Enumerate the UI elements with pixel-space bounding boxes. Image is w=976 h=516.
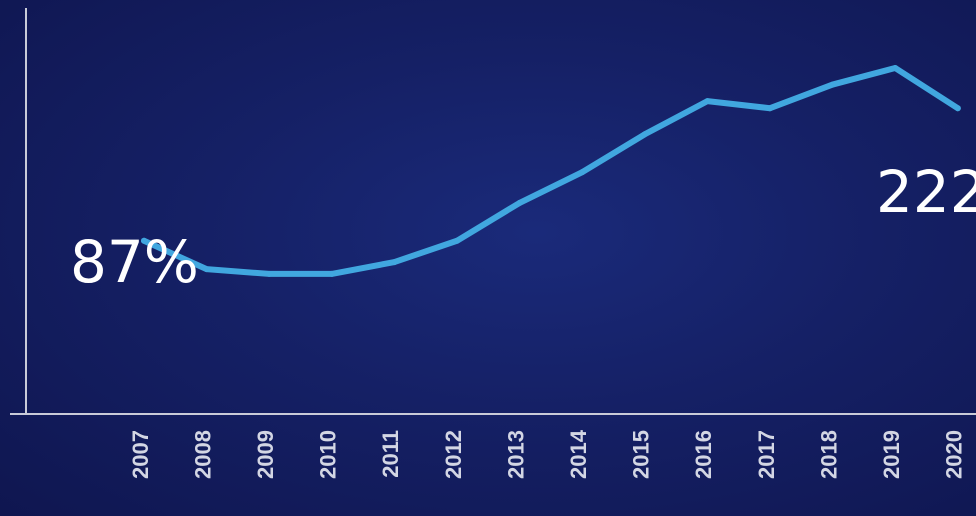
data-point — [954, 105, 961, 112]
data-point — [141, 237, 147, 244]
x-tick-label: 2014 — [566, 429, 591, 479]
data-point — [767, 105, 773, 112]
x-tick-label: 2020 — [942, 430, 967, 479]
data-label: 222 — [876, 158, 976, 226]
x-tick-label: 2016 — [691, 430, 716, 479]
data-point — [391, 259, 398, 266]
series-line — [141, 65, 961, 277]
data-point — [266, 270, 273, 277]
x-tick-label: 2019 — [879, 430, 904, 479]
x-tick-label: 2010 — [316, 430, 341, 479]
x-tick-label: 2007 — [128, 430, 153, 479]
data-point — [454, 237, 460, 244]
data-point — [579, 169, 586, 176]
x-tick-label: 2012 — [441, 430, 466, 479]
data-point — [829, 81, 836, 88]
x-tick-label: 2009 — [253, 430, 278, 479]
x-tick-label: 2011 — [378, 430, 403, 478]
x-tick-label: 2015 — [629, 430, 654, 479]
data-point — [892, 65, 899, 71]
x-tick-label: 2018 — [816, 430, 841, 479]
data-point — [203, 266, 210, 273]
data-point — [704, 98, 711, 105]
data-label: 87% — [70, 228, 199, 296]
x-tick-label: 2017 — [754, 430, 779, 479]
data-point — [641, 131, 648, 138]
data-point — [328, 270, 335, 277]
x-tick-label: 2008 — [190, 430, 215, 479]
x-tick-label: 2013 — [503, 430, 528, 479]
data-point — [516, 199, 523, 206]
